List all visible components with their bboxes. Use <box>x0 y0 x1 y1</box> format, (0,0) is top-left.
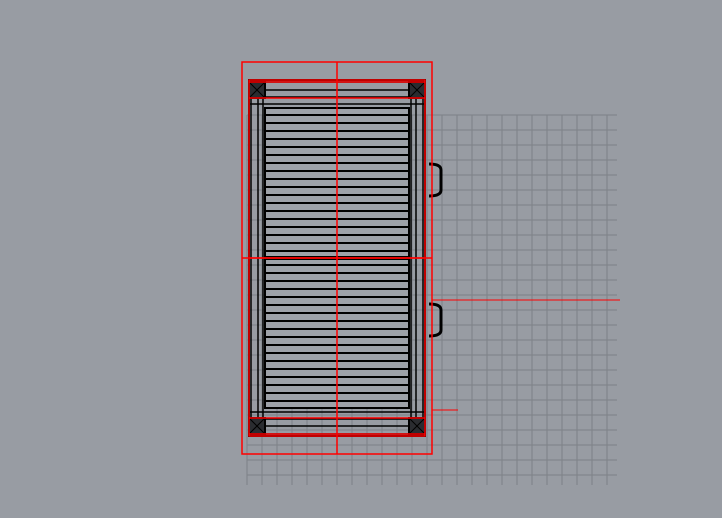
cad-viewport[interactable] <box>0 0 722 518</box>
viewport-canvas[interactable] <box>0 0 722 518</box>
